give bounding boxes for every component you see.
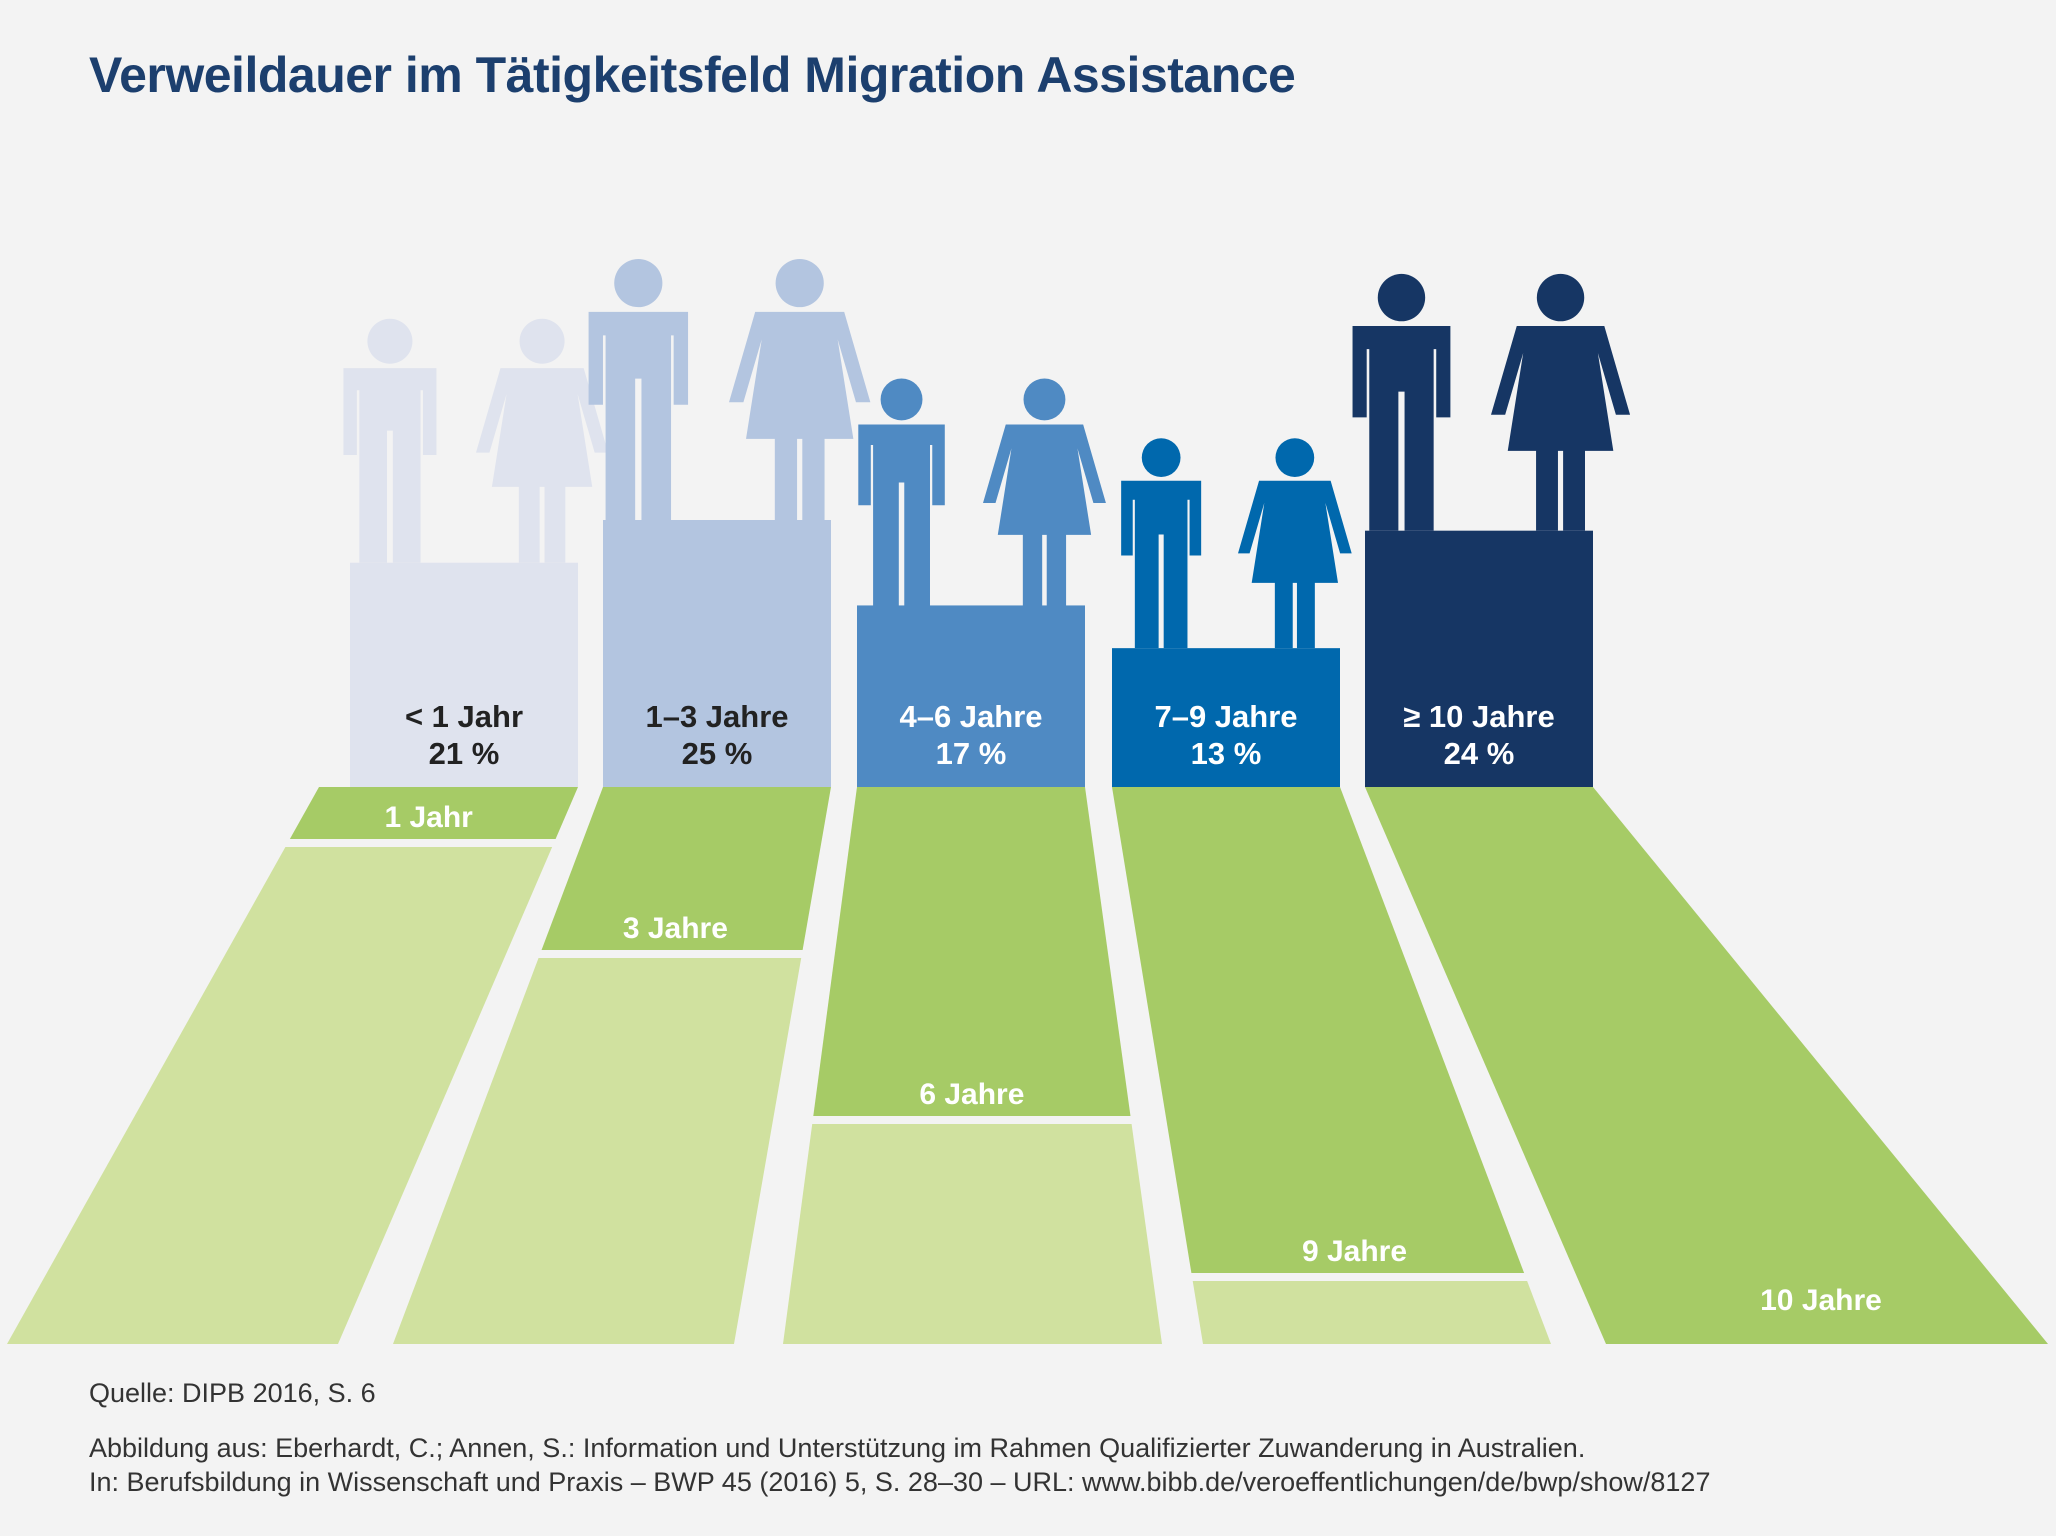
woman-icon — [476, 318, 609, 563]
lane-label: 3 Jahre — [623, 912, 728, 945]
citation-line-1: Abbildung aus: Eberhardt, C.; Annen, S.:… — [89, 1433, 1586, 1463]
lane-label: 10 Jahre — [1760, 1284, 1882, 1317]
woman-icon — [729, 258, 871, 520]
man-icon — [858, 378, 945, 606]
bar — [1112, 648, 1340, 787]
man-icon — [1121, 438, 1202, 649]
lane-years-segment — [1365, 787, 2048, 1344]
lane-years-segment — [289, 787, 578, 839]
source-note: Quelle: DIPB 2016, S. 6 — [89, 1378, 376, 1408]
bar — [1365, 530, 1593, 787]
category-label: 4–6 Jahre — [899, 699, 1042, 734]
value-label: 24 % — [1444, 736, 1515, 771]
lane-years-segment — [813, 787, 1131, 1116]
lane-label: 9 Jahre — [1302, 1235, 1407, 1268]
lane-remainder-segment — [783, 1124, 1162, 1344]
value-label: 17 % — [936, 736, 1007, 771]
value-label: 13 % — [1191, 736, 1262, 771]
lane-years-segment — [1112, 787, 1525, 1273]
lane-years-segment — [541, 787, 831, 950]
man-icon — [1352, 273, 1451, 531]
woman-icon — [1238, 438, 1352, 649]
woman-icon — [983, 378, 1106, 606]
category-label: 7–9 Jahre — [1154, 699, 1297, 734]
lane-label: 6 Jahre — [919, 1078, 1024, 1111]
chart-title: Verweildauer im Tätigkeitsfeld Migration… — [89, 47, 1296, 103]
lane-remainder-segment — [393, 958, 802, 1344]
bar — [603, 520, 831, 787]
man-icon — [588, 258, 689, 520]
value-label: 25 % — [682, 736, 753, 771]
bar — [857, 605, 1085, 787]
citation-line-2: In: Berufsbildung in Wissenschaft und Pr… — [89, 1467, 1711, 1497]
woman-icon — [1491, 273, 1631, 531]
category-label: ≥ 10 Jahre — [1403, 699, 1554, 734]
bar — [350, 562, 578, 787]
lane-remainder-segment — [7, 847, 553, 1344]
category-label: 1–3 Jahre — [645, 699, 788, 734]
man-icon — [343, 318, 437, 563]
value-label: 21 % — [429, 736, 500, 771]
lane-remainder-segment — [1192, 1281, 1551, 1344]
category-label: < 1 Jahr — [405, 699, 523, 734]
lane-label: 1 Jahr — [384, 801, 473, 834]
